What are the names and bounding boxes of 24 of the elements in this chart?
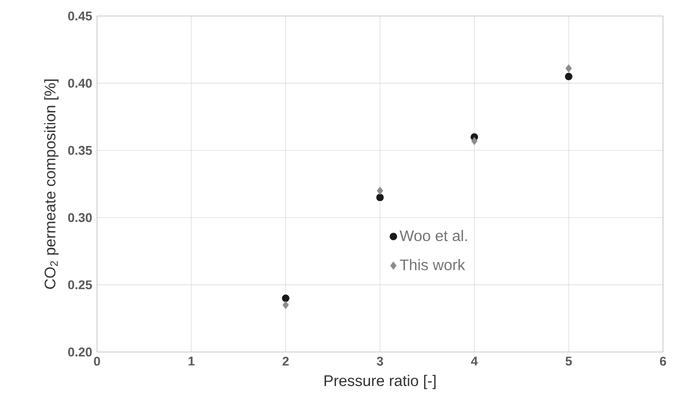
point (564, 72, 572, 80)
x-tick-label: 4 (471, 356, 478, 366)
point (566, 64, 572, 73)
point (376, 194, 384, 202)
x-tick-label: 2 (282, 356, 289, 366)
x-tick-label: 6 (660, 356, 666, 366)
y-tick-label: 0.35 (68, 146, 92, 156)
y-tick-label: 0.40 (68, 78, 92, 88)
y-tick-label: 0.25 (68, 280, 92, 290)
point (376, 186, 384, 195)
x-tick-label: 3 (376, 356, 384, 366)
x-tick-label: 0 (94, 356, 100, 366)
x-axis-title: Pressure ratio [-] (324, 375, 436, 390)
y-tick-label: 0.45 (68, 12, 92, 21)
legend-label: This work (400, 259, 466, 270)
point (282, 294, 290, 302)
y-axis-title: CO$_{2}$ permeate composition [%] (44, 80, 58, 289)
x-tick-label: 1 (188, 356, 195, 366)
point (282, 301, 289, 310)
y-tick-label: 0.30 (68, 213, 92, 222)
x-tick-label: 5 (566, 356, 572, 366)
y-tick-label: 0.20 (68, 348, 92, 357)
legend-label: Woo et al. (400, 230, 467, 242)
point (471, 137, 478, 146)
